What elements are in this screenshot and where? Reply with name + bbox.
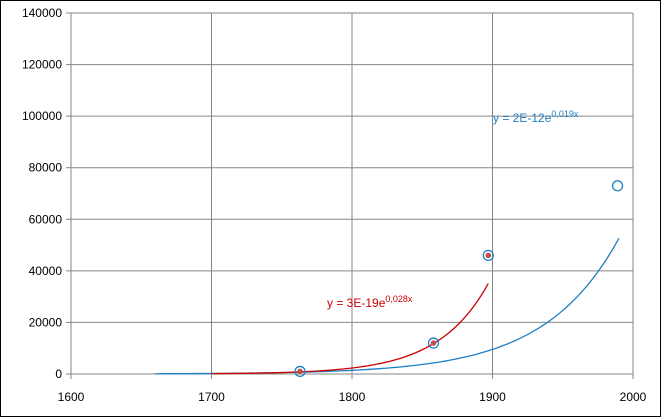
data-point-open-circle: [611, 180, 624, 192]
equation-base: y = 3E-19e: [327, 296, 386, 310]
data-point-filled-dot: [485, 252, 492, 259]
y-tick-label: 100000: [22, 109, 62, 123]
y-tick-label: 120000: [22, 58, 62, 72]
data-point-open-circle: [427, 337, 440, 349]
data-point-open-circle: [294, 365, 306, 378]
data-point-filled-dot: [297, 368, 303, 375]
x-tick-label: 1800: [339, 390, 366, 404]
equation-exponent: 0,028x: [385, 294, 413, 304]
y-tick-label: 40000: [29, 264, 63, 278]
y-tick-label: 60000: [29, 212, 63, 226]
y-tick-label: 140000: [22, 6, 62, 20]
data-point-open-circle: [482, 249, 494, 262]
y-tick-label: 20000: [29, 315, 63, 329]
y-tick-label: 0: [55, 367, 62, 381]
x-tick-label: 1900: [479, 390, 506, 404]
equation-base: y = 2E-12e: [493, 111, 552, 125]
x-tick-label: 1700: [198, 390, 225, 404]
x-tick-label: 2000: [620, 390, 647, 404]
trendline-equation-red: y = 3E-19e0,028x: [327, 294, 413, 310]
x-tick-label: 1600: [58, 390, 85, 404]
equation-exponent: 0,019x: [551, 109, 579, 119]
data-point-filled-dot: [430, 340, 437, 346]
y-tick-label: 80000: [29, 161, 63, 175]
trendline-equation-blue: y = 2E-12e0,019x: [493, 109, 579, 125]
trendline-red: [211, 283, 489, 375]
